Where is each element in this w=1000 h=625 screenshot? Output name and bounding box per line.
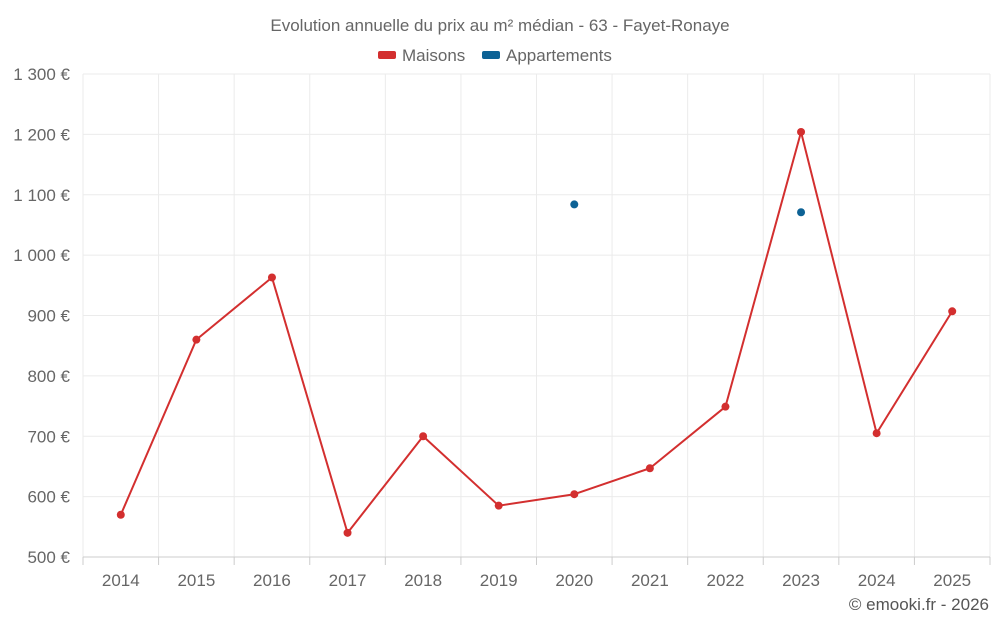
x-tick-label: 2025 <box>933 571 971 590</box>
data-point-maisons[interactable] <box>343 528 352 537</box>
legend-swatch-maisons <box>378 51 396 59</box>
x-tick-label: 2017 <box>329 571 367 590</box>
data-point-maisons[interactable] <box>872 429 881 438</box>
y-tick-label: 800 € <box>27 367 70 386</box>
y-tick-label: 600 € <box>27 488 70 507</box>
x-tick-label: 2014 <box>102 571 140 590</box>
x-tick-label: 2020 <box>555 571 593 590</box>
data-point-maisons[interactable] <box>948 307 957 316</box>
y-tick-label: 1 200 € <box>13 125 70 144</box>
legend-item-appartements[interactable]: Appartements <box>482 46 612 65</box>
data-point-maisons[interactable] <box>267 273 276 282</box>
data-point-maisons[interactable] <box>419 432 428 441</box>
data-point-maisons[interactable] <box>570 490 579 499</box>
data-point-maisons[interactable] <box>645 464 654 473</box>
y-tick-label: 1 000 € <box>13 246 70 265</box>
legend-item-maisons[interactable]: Maisons <box>378 46 465 65</box>
series-layer <box>116 127 957 537</box>
data-point-appartements[interactable] <box>570 200 579 209</box>
chart-title: Evolution annuelle du prix au m² médian … <box>270 16 729 35</box>
x-tick-label: 2015 <box>177 571 215 590</box>
data-point-appartements[interactable] <box>797 208 806 217</box>
legend-label-maisons: Maisons <box>402 46 465 65</box>
x-tick-label: 2024 <box>858 571 896 590</box>
data-point-maisons[interactable] <box>192 335 201 344</box>
legend: Maisons Appartements <box>378 46 612 65</box>
y-tick-label: 500 € <box>27 548 70 567</box>
data-point-maisons[interactable] <box>721 402 730 411</box>
data-point-maisons[interactable] <box>116 510 125 519</box>
y-tick-label: 700 € <box>27 427 70 446</box>
credit-text: © emooki.fr - 2026 <box>849 595 989 614</box>
legend-swatch-appartements <box>482 51 500 59</box>
y-tick-label: 900 € <box>27 307 70 326</box>
y-tick-label: 1 300 € <box>13 65 70 84</box>
x-tick-label: 2022 <box>707 571 745 590</box>
data-point-maisons[interactable] <box>797 127 806 136</box>
gridlines <box>82 73 991 558</box>
data-point-maisons[interactable] <box>494 501 503 510</box>
x-tick-label: 2016 <box>253 571 291 590</box>
y-tick-label: 1 100 € <box>13 186 70 205</box>
series-maisons <box>116 127 957 537</box>
x-tick-label: 2018 <box>404 571 442 590</box>
x-tick-label: 2021 <box>631 571 669 590</box>
legend-label-appartements: Appartements <box>506 46 612 65</box>
x-tick-label: 2019 <box>480 571 518 590</box>
x-axis-ticks: 2014 2015 2016 2017 2018 2019 2020 2021 2022 2023… <box>82 557 991 590</box>
y-axis-ticks: 500 € 600 € 700 € 800 € 900 € 1 000 € 1 100 € 1… <box>13 65 70 567</box>
series-line-maisons <box>119 130 954 534</box>
x-tick-label: 2023 <box>782 571 820 590</box>
series-appartements <box>570 200 806 217</box>
